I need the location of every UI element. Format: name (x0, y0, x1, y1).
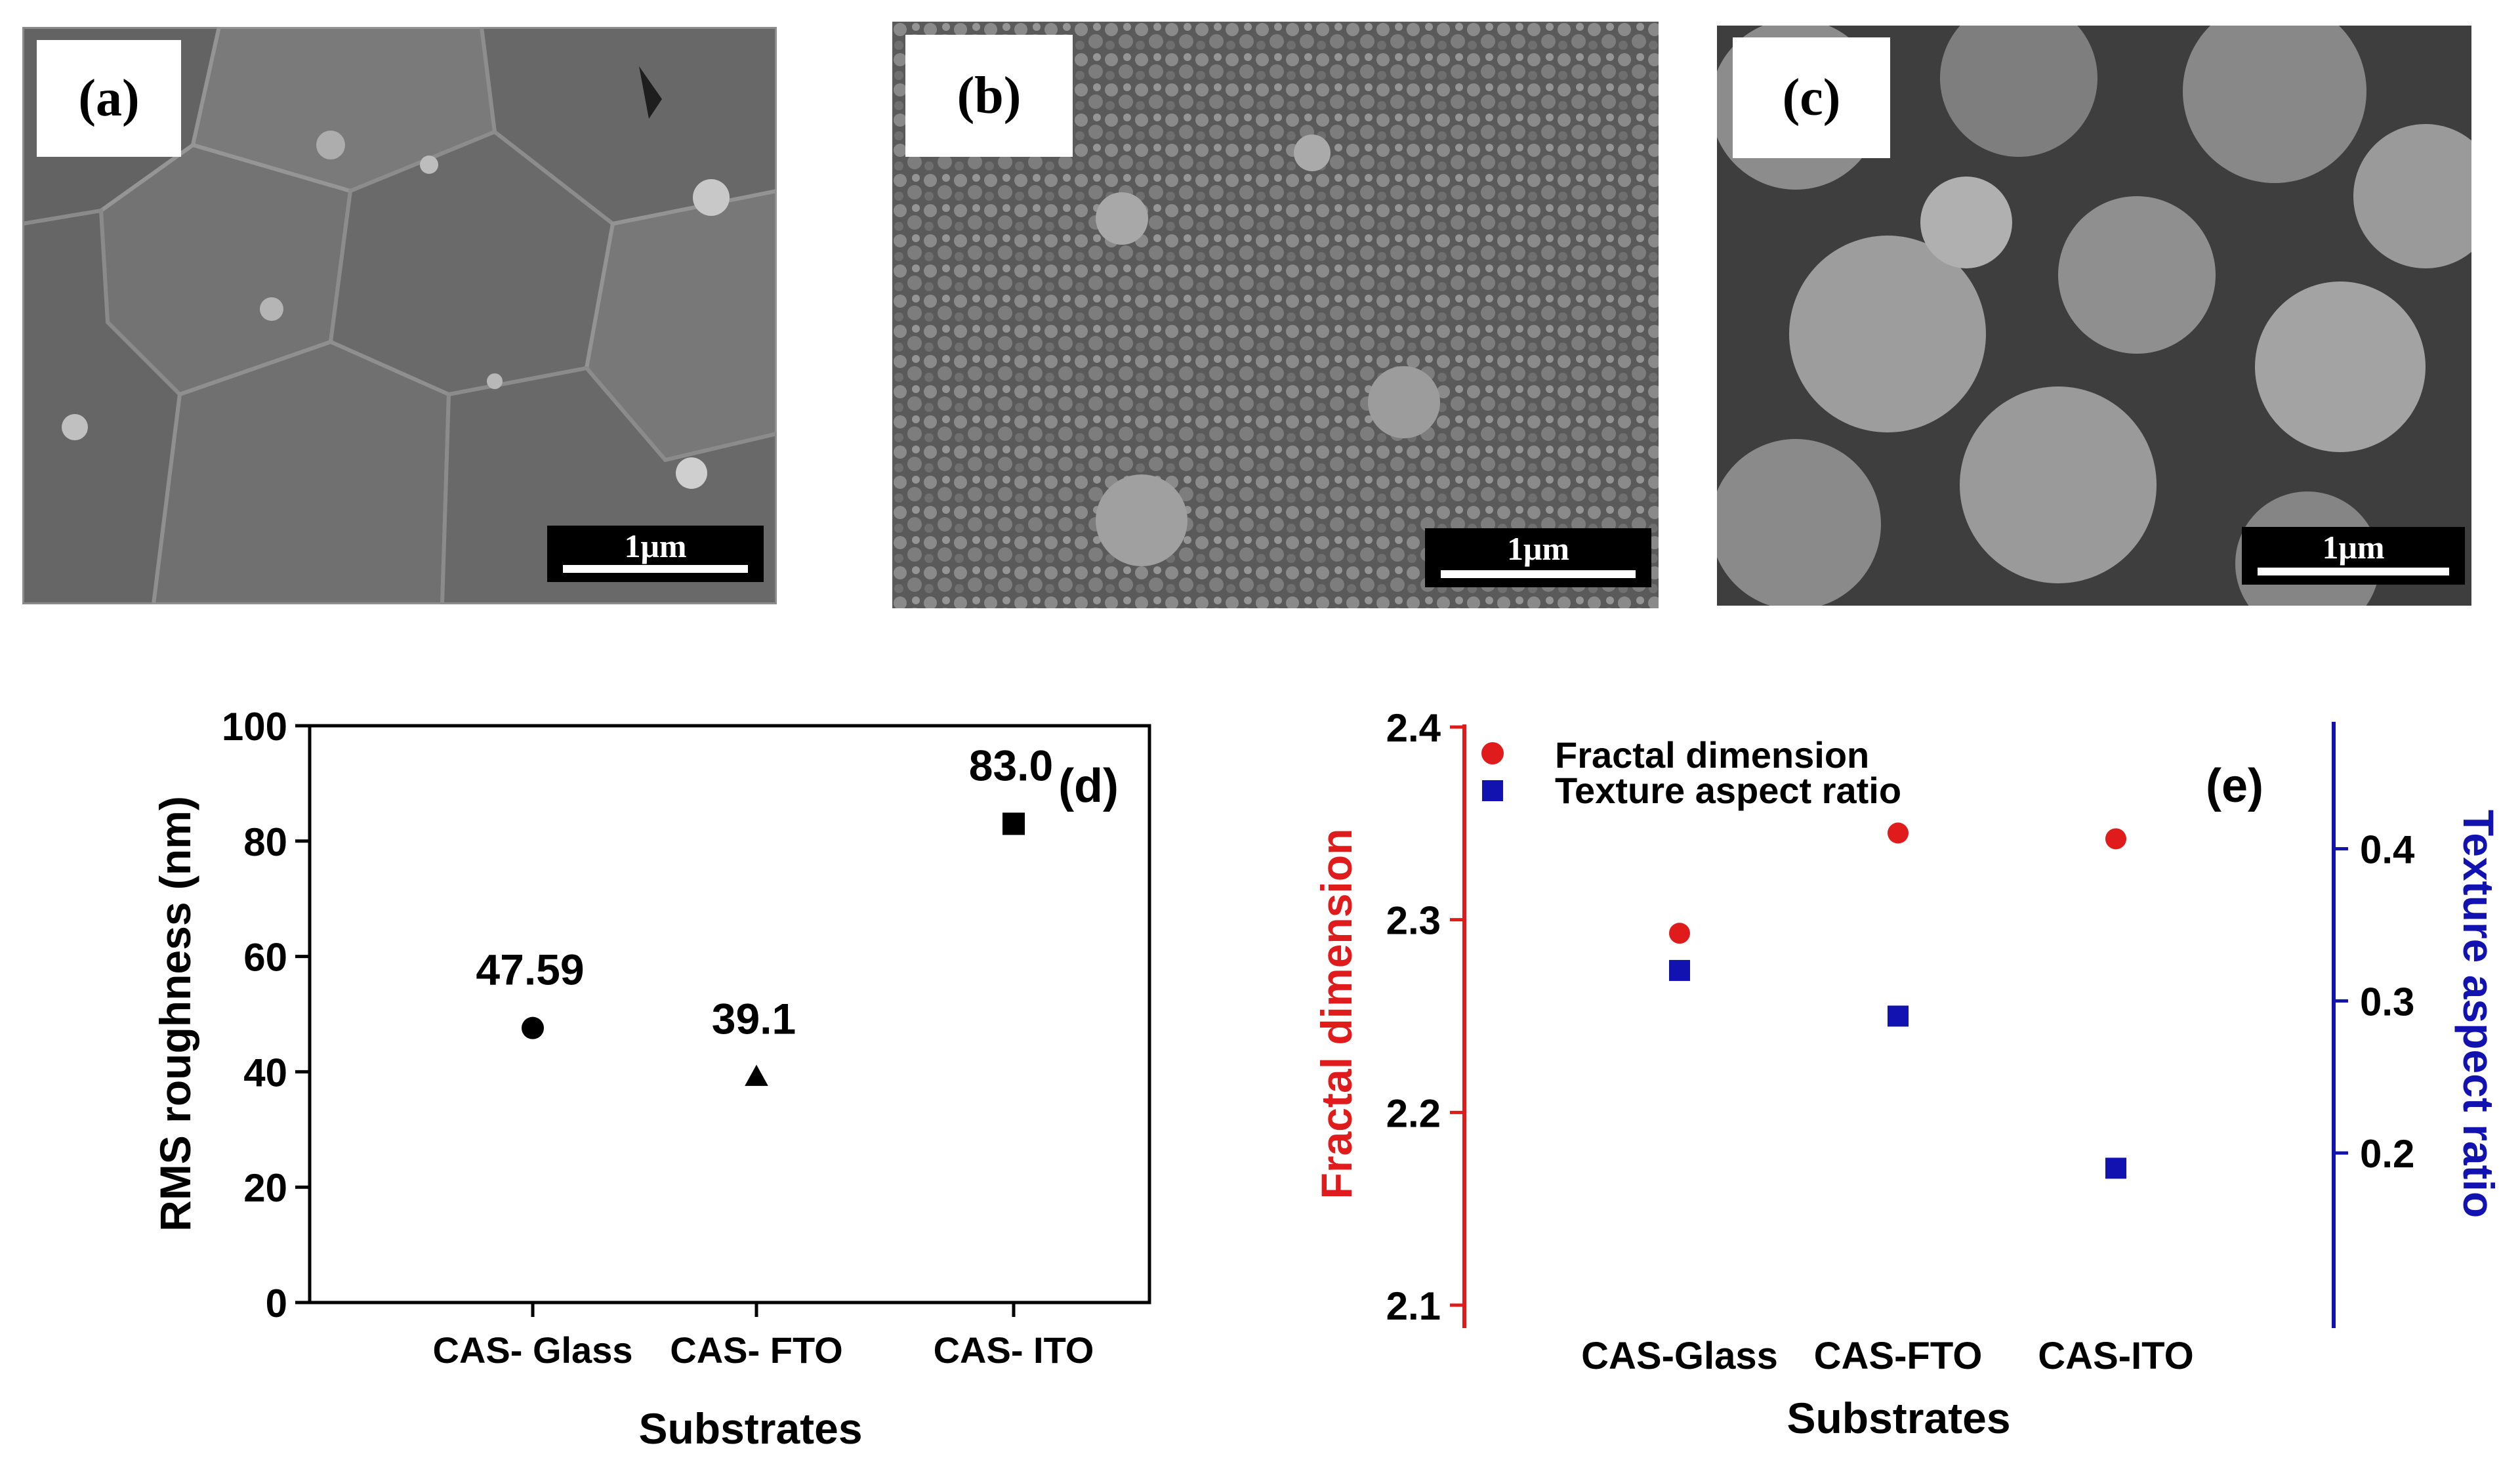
chart-e-x-title: Substrates (1787, 1394, 2010, 1442)
chart-e-right-y-tick-label: 0.4 (2360, 827, 2415, 871)
chart-d-y-axis: 0 20 40 60 80 100 (222, 705, 310, 1325)
scale-bar-a: 1μm (547, 526, 764, 582)
chart-d-point (1002, 812, 1025, 835)
chart-d-data-label: 47.59 (476, 946, 584, 994)
legend-fractal-marker (1481, 742, 1504, 764)
scale-bar-b: 1μm (1425, 528, 1651, 587)
panel-label-a: (a) (37, 40, 181, 157)
chart-d-x-tick-label: CAS- ITO (934, 1329, 1094, 1371)
scale-bar-line-b (1441, 570, 1636, 578)
chart-e-left-y-title: Fractal dimension (1312, 829, 1361, 1199)
chart-d-point (522, 1016, 544, 1039)
chart-e-texture-point (1669, 959, 1690, 981)
chart-d-y-tick-label: 0 (266, 1282, 287, 1325)
scale-bar-line-c (2258, 568, 2449, 575)
legend-texture-marker (1482, 780, 1503, 801)
chart-d-y-tick-label: 60 (243, 936, 287, 980)
chart-e-fractal-point (2105, 828, 2126, 850)
legend-fractal-label: Fractal dimension (1555, 734, 1869, 776)
chart-e-legend: Fractal dimension Texture aspect ratio (1481, 734, 1901, 811)
chart-e-x-tick-label: CAS-ITO (2038, 1335, 2193, 1377)
legend-texture-label: Texture aspect ratio (1555, 770, 1901, 811)
chart-e-right-y-tick-label: 0.3 (2360, 980, 2414, 1024)
chart-d-panel-label: (d) (1058, 760, 1119, 812)
chart-e-left-y-tick-label: 2.4 (1386, 706, 1441, 750)
chart-e-texture-point (2105, 1158, 2126, 1179)
chart-e-texture-point (1888, 1005, 1909, 1027)
scale-bar-line-a (563, 565, 748, 573)
chart-e-points (1669, 822, 2126, 1179)
chart-d-data-label: 83.0 (969, 741, 1053, 789)
chart-d-y-tick-label: 20 (243, 1166, 287, 1210)
chart-e-x-tick-label: CAS-FTO (1814, 1335, 1983, 1377)
sem-image-c: (c) 1μm (1717, 26, 2471, 606)
fractal-texture-chart: 2.12.22.32.4 0.20.30.4 CAS-Glass CAS-FTO C… (1312, 706, 2503, 1442)
scale-bar-c: 1μm (2242, 527, 2465, 585)
chart-d-y-tick-label: 100 (222, 705, 287, 749)
sem-texture-a (22, 27, 777, 604)
chart-e-left-y-tick-label: 2.1 (1386, 1284, 1441, 1328)
chart-d-x-title: Substrates (638, 1404, 862, 1453)
chart-e-right-y-tick-label: 0.2 (2360, 1132, 2414, 1176)
chart-e-left-y-tick-label: 2.2 (1386, 1091, 1441, 1135)
chart-d-x-tick-label: CAS- FTO (670, 1329, 842, 1371)
chart-e-left-y-axis: 2.1 2.2 2.3 2.4 (1386, 706, 1464, 1328)
chart-d-point (745, 1064, 768, 1086)
chart-e-x-axis: CAS-Glass CAS-FTO CAS-ITO (1581, 1335, 2194, 1377)
chart-e-fractal-point (1888, 822, 1909, 844)
sem-image-a: (a) 1μm (22, 27, 777, 604)
panel-label-b: (b) (905, 35, 1073, 157)
chart-e-right-y-title: Texture aspect ratio (2454, 810, 2503, 1218)
chart-e-fractal-point (1669, 923, 1690, 944)
chart-d-y-title: RMS roughness (nm) (151, 796, 199, 1232)
chart-d-frame (308, 724, 1151, 1304)
chart-d-data-label: 39.1 (712, 994, 796, 1043)
chart-d-y-tick-label: 40 (243, 1051, 287, 1095)
chart-e-right-y-axis: 0.2 0.3 0.4 (2334, 827, 2415, 1176)
scale-bar-label-b: 1μm (1507, 530, 1569, 567)
scale-bar-label-c: 1μm (2322, 529, 2385, 566)
chart-e-panel-label: (e) (2206, 760, 2263, 812)
panel-label-c: (c) (1733, 37, 1890, 158)
chart-e-x-tick-label: CAS-Glass (1581, 1335, 1778, 1377)
chart-d-x-axis: CAS- Glass CAS- FTO CAS- ITO (433, 1303, 1094, 1371)
scale-bar-label-a: 1μm (624, 528, 687, 564)
chart-d-x-tick-label: CAS- Glass (433, 1329, 633, 1371)
chart-d-y-tick-label: 80 (243, 820, 287, 864)
chart-d-points: 47.59 39.1 83.0 (476, 741, 1053, 1086)
sem-image-b: (b) 1μm (892, 22, 1659, 608)
chart-e-left-y-tick-label: 2.3 (1386, 899, 1441, 943)
